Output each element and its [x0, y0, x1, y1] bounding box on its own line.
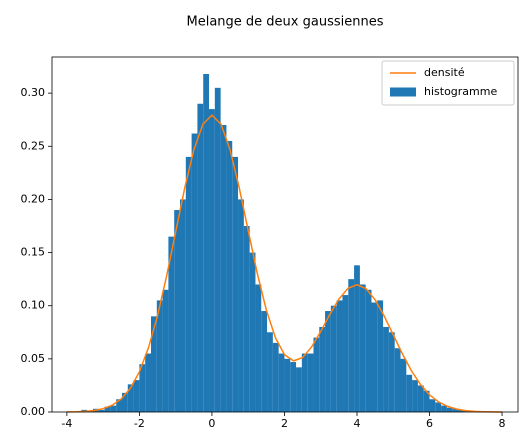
histogram-bar	[371, 303, 377, 412]
histogram-bar	[186, 157, 192, 412]
histogram-bar	[366, 290, 372, 412]
histogram-bar	[331, 306, 337, 412]
histogram-bar	[412, 380, 418, 412]
histogram-bar	[163, 290, 169, 412]
x-tick-label: 6	[426, 417, 433, 430]
y-tick-label: 0.10	[21, 299, 46, 312]
histogram-bar	[232, 157, 238, 412]
histogram-bar	[406, 375, 412, 412]
histogram-bar	[354, 265, 360, 412]
legend-label: densité	[424, 66, 465, 79]
histogram-bar	[238, 199, 244, 412]
histogram-bar	[383, 327, 389, 412]
histogram-bar	[244, 226, 250, 412]
histogram-bar	[308, 354, 314, 412]
histogram-bar	[418, 385, 424, 412]
x-tick-label: -4	[61, 417, 72, 430]
histogram-bar	[174, 210, 180, 412]
histogram-bar	[290, 362, 296, 412]
histogram-bar	[313, 338, 319, 412]
histogram-bar	[296, 367, 302, 412]
histogram-bar	[209, 109, 215, 412]
histogram-bar	[430, 399, 436, 412]
histogram-bar	[337, 300, 343, 412]
histogram-bar	[348, 279, 354, 412]
histogram-bar	[435, 402, 441, 412]
histogram-bar	[197, 104, 203, 412]
histogram-bar	[389, 332, 395, 412]
histogram-bar	[215, 88, 221, 412]
histogram-bar	[134, 380, 140, 412]
histogram-bar	[441, 406, 447, 412]
y-tick-label: 0.25	[21, 139, 46, 152]
y-tick-label: 0.15	[21, 246, 46, 259]
histogram-bar	[273, 343, 279, 412]
histogram-bar	[226, 141, 232, 412]
histogram-bar	[221, 125, 227, 412]
x-tick-label: 2	[281, 417, 288, 430]
x-tick-label: 0	[208, 417, 215, 430]
histogram-bar	[250, 253, 256, 412]
x-tick-label: -2	[134, 417, 145, 430]
legend-label: histogramme	[424, 85, 497, 98]
histogram-bar	[395, 348, 401, 412]
histogram-bar	[145, 354, 151, 412]
y-tick-label: 0.30	[21, 86, 46, 99]
histogram-bar	[319, 327, 325, 412]
histogram-bar	[360, 284, 366, 412]
y-tick-label: 0.20	[21, 192, 46, 205]
histogram-bar	[377, 300, 383, 412]
x-tick-label: 8	[499, 417, 506, 430]
histogram-bar	[180, 199, 186, 412]
histogram-bar	[255, 284, 261, 412]
histogram-bar	[267, 332, 273, 412]
histogram-bar	[203, 74, 209, 412]
legend-swatch	[390, 88, 416, 97]
x-tick-label: 4	[353, 417, 360, 430]
y-tick-label: 0.00	[21, 405, 46, 418]
histogram-bar	[302, 354, 308, 412]
y-tick-label: 0.05	[21, 352, 46, 365]
histogram-bar	[401, 359, 407, 412]
histogram-bar	[342, 295, 348, 412]
histogram-bar	[192, 134, 198, 412]
chart-title: Melange de deux gaussiennes	[187, 15, 384, 30]
histogram-bar	[284, 359, 290, 412]
histogram-bar	[325, 311, 331, 412]
histogram-bar	[279, 354, 285, 412]
histogram-bar	[110, 406, 116, 412]
histogram-bar	[261, 311, 267, 412]
